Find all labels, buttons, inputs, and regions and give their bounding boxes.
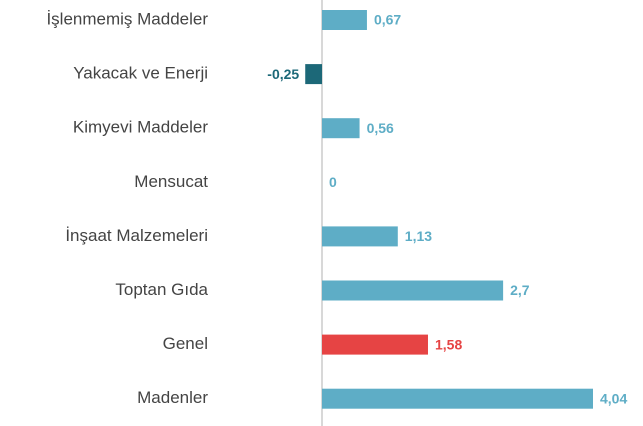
value-label: 4,04	[600, 390, 627, 406]
bar	[322, 280, 504, 301]
value-label: 1,13	[405, 228, 432, 244]
bar	[322, 334, 428, 355]
bar	[322, 118, 360, 139]
bar	[322, 388, 593, 409]
bar	[322, 10, 367, 30]
value-label: 1,58	[435, 336, 462, 352]
category-label: İnşaat Malzemeleri	[65, 226, 208, 245]
category-label: İşlenmemiş Maddeler	[46, 9, 208, 28]
value-label: 0,56	[367, 120, 394, 136]
category-label: Madenler	[137, 388, 208, 407]
category-label: Toptan Gıda	[115, 280, 208, 299]
value-label: 2,7	[510, 282, 530, 298]
value-label: 0,67	[374, 12, 401, 28]
category-label: Genel	[163, 334, 208, 353]
category-label: Mensucat	[134, 172, 208, 191]
category-label: Yakacak ve Enerji	[73, 64, 208, 83]
bar	[305, 64, 322, 85]
value-label: 0	[329, 174, 337, 190]
bar	[322, 226, 398, 247]
category-label: Kimyevi Maddeler	[73, 118, 208, 137]
value-label: -0,25	[267, 66, 299, 82]
